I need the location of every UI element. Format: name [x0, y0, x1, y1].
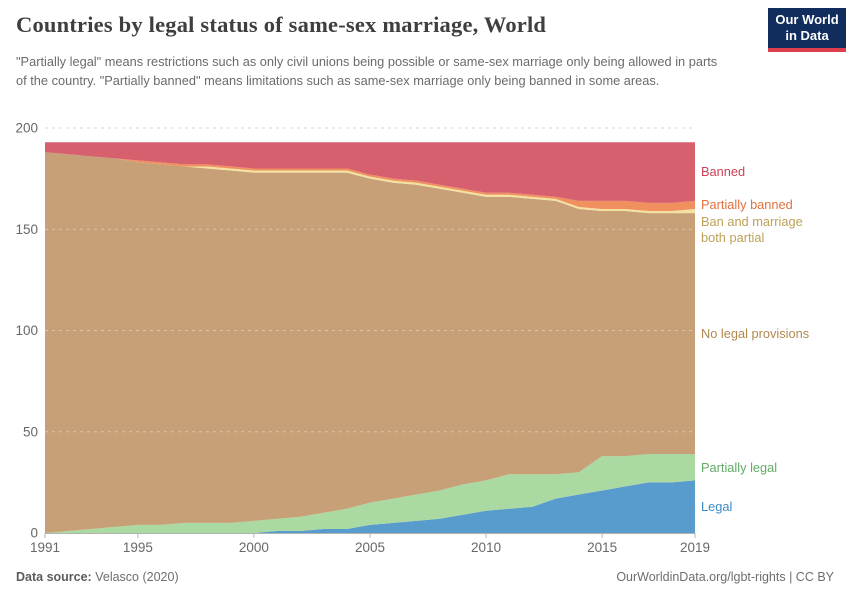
x-tick-label-2005: 2005	[355, 540, 385, 555]
x-tick-label-2010: 2010	[471, 540, 501, 555]
owid-logo[interactable]: Our World in Data	[768, 8, 846, 52]
x-tick-label-1991: 1991	[30, 540, 60, 555]
y-tick-label-0: 0	[30, 526, 38, 541]
series-label-no-legal-provisions[interactable]: No legal provisions	[701, 326, 810, 342]
data-source-value: Velasco (2020)	[95, 570, 179, 584]
x-tick-label-2015: 2015	[587, 540, 617, 555]
series-label-partially-legal[interactable]: Partially legal	[701, 459, 778, 475]
y-tick-label-200: 200	[15, 121, 38, 136]
credit-link[interactable]: OurWorldinData.org/lgbt-rights | CC BY	[616, 570, 834, 584]
footer: Data source: Velasco (2020) OurWorldinDa…	[16, 566, 834, 588]
area-banned[interactable]	[45, 142, 695, 203]
series-label-partially-banned[interactable]: Partially banned	[701, 197, 793, 213]
y-tick-label-100: 100	[15, 323, 38, 338]
owid-logo-line1: Our World	[775, 11, 839, 27]
x-tick-label-2000: 2000	[239, 540, 269, 555]
data-source-label: Data source:	[16, 570, 92, 584]
x-tick-label-1995: 1995	[123, 540, 153, 555]
chart-subtitle: "Partially legal" means restrictions suc…	[16, 54, 718, 89]
series-label-legal[interactable]: Legal	[701, 499, 733, 515]
x-tick-label-2019: 2019	[680, 540, 710, 555]
series-label-banned[interactable]: Banned	[701, 164, 746, 180]
area-no-legal-provisions[interactable]	[45, 152, 695, 534]
page-title: Countries by legal status of same-sex ma…	[16, 12, 547, 37]
y-tick-label-50: 50	[23, 424, 38, 439]
data-source: Data source: Velasco (2020)	[16, 570, 179, 584]
area-ban-and-marriage-both-partial[interactable]	[45, 152, 695, 214]
owid-logo-line2: in Data	[785, 28, 829, 43]
area-legal[interactable]	[45, 480, 695, 533]
series-label-ban-and-marriage-both-partial[interactable]: Ban and marriage both partial	[701, 214, 803, 245]
area-partially-legal[interactable]	[45, 454, 695, 533]
y-tick-label-150: 150	[15, 222, 38, 237]
area-partially-banned[interactable]	[45, 152, 695, 211]
